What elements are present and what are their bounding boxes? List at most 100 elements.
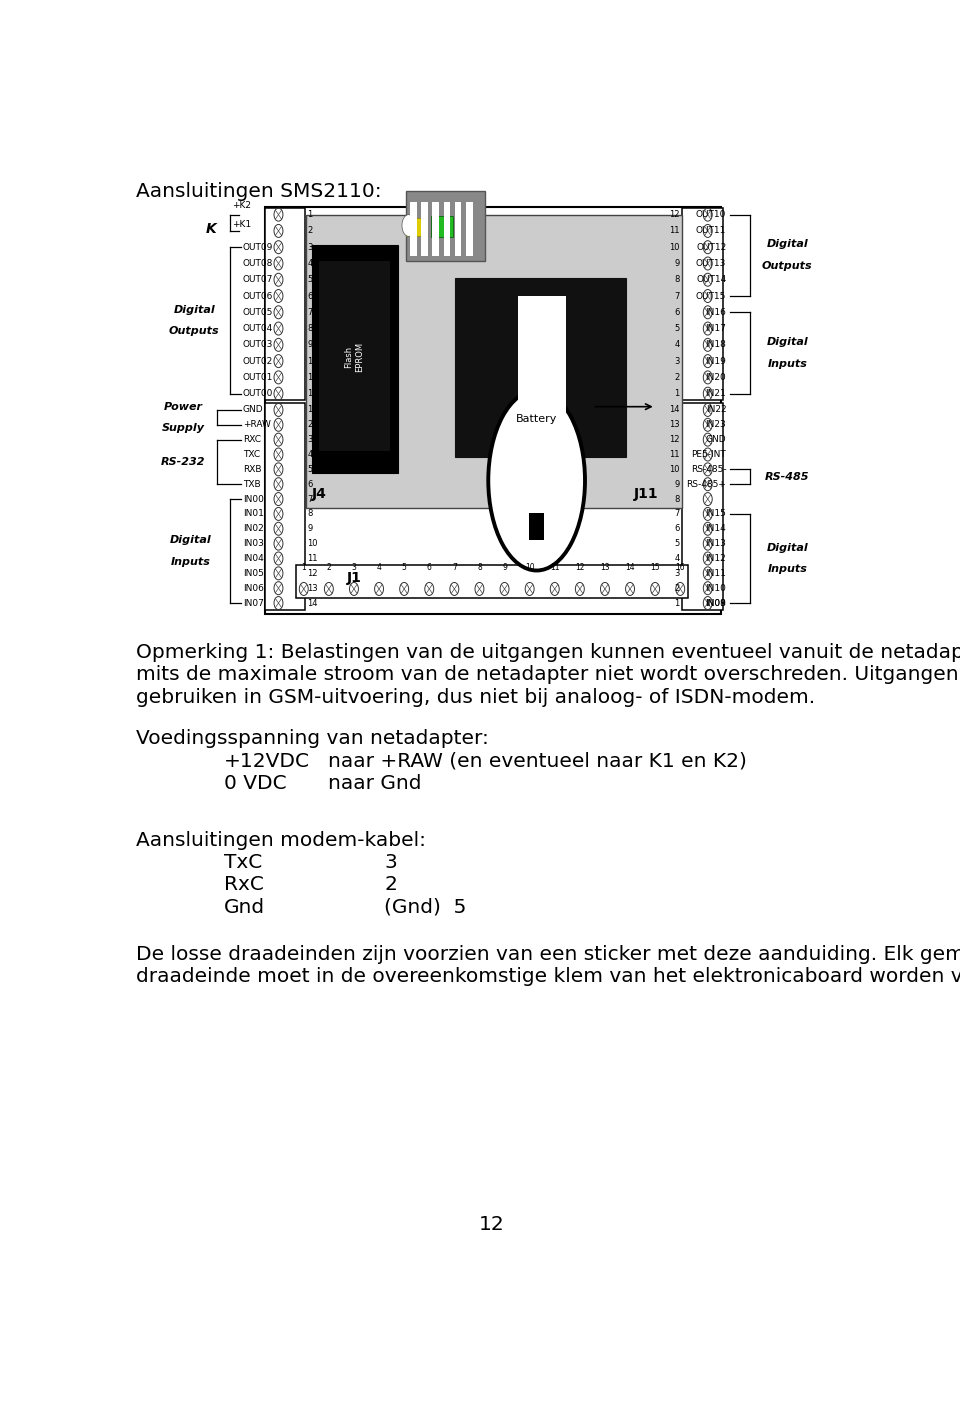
Text: 5: 5 (674, 324, 680, 333)
Text: (Gnd)  5: (Gnd) 5 (384, 898, 467, 917)
Text: 13: 13 (669, 420, 680, 430)
Bar (683, 403, 724, 610)
Text: +12VDC: +12VDC (225, 751, 310, 771)
Text: 12: 12 (307, 569, 318, 578)
Text: draadeinde moet in de overeenkomstige klem van het elektronicaboard worden vastg: draadeinde moet in de overeenkomstige kl… (136, 967, 960, 986)
Text: Digital: Digital (174, 304, 215, 314)
Text: IN10: IN10 (706, 583, 727, 593)
Text: 5: 5 (307, 465, 313, 473)
Text: Aansluitingen SMS2110:: Aansluitingen SMS2110: (136, 182, 382, 201)
Text: J11: J11 (634, 486, 658, 500)
Text: 2: 2 (326, 562, 331, 572)
Text: 2: 2 (307, 227, 313, 235)
Text: IN01: IN01 (243, 510, 264, 519)
Text: 10: 10 (307, 356, 318, 365)
Text: OUT04: OUT04 (243, 324, 273, 333)
Text: IN00: IN00 (243, 495, 264, 503)
Text: OUT07: OUT07 (243, 275, 274, 285)
Text: IN05: IN05 (243, 569, 264, 578)
Text: 7: 7 (674, 510, 680, 519)
Text: J7: J7 (377, 400, 393, 414)
Text: 8: 8 (674, 275, 680, 285)
Text: GND: GND (706, 435, 727, 444)
Text: 10: 10 (669, 465, 680, 473)
Bar (421, 201, 428, 256)
Text: 6: 6 (427, 562, 432, 572)
Text: 5: 5 (401, 562, 407, 572)
Text: 3: 3 (674, 356, 680, 365)
Bar (683, 209, 724, 400)
Text: IN12: IN12 (706, 554, 727, 564)
Text: Digital: Digital (766, 240, 808, 249)
Bar (410, 201, 417, 256)
Text: 4: 4 (674, 341, 680, 349)
Bar (444, 201, 450, 256)
Text: 13: 13 (307, 583, 318, 593)
Text: 10: 10 (307, 540, 318, 548)
Text: RS-485+: RS-485+ (686, 479, 727, 489)
Bar (265, 207, 721, 614)
Text: Voedingsspanning van netadapter:: Voedingsspanning van netadapter: (136, 730, 490, 748)
Text: RS-232: RS-232 (161, 457, 205, 466)
Text: 3: 3 (674, 569, 680, 578)
Text: RXC: RXC (243, 435, 261, 444)
Text: OUT15: OUT15 (696, 292, 727, 300)
Text: 6: 6 (307, 292, 313, 300)
Text: IN18: IN18 (706, 341, 727, 349)
Text: IN07: IN07 (243, 599, 264, 607)
Bar (320, 261, 390, 451)
Text: IN16: IN16 (706, 307, 727, 317)
Text: OUT12: OUT12 (696, 242, 727, 252)
Text: Digital: Digital (766, 542, 808, 552)
Text: naar Gnd: naar Gnd (328, 774, 421, 793)
Text: 6: 6 (674, 307, 680, 317)
Text: gebruiken in GSM-uitvoering, dus niet bij analoog- of ISDN-modem.: gebruiken in GSM-uitvoering, dus niet bi… (136, 688, 815, 707)
Bar (466, 201, 472, 256)
Text: PE5-INT: PE5-INT (691, 449, 727, 459)
Text: 1: 1 (307, 406, 313, 414)
Text: OUT13: OUT13 (696, 259, 727, 268)
Text: TXC: TXC (243, 449, 260, 459)
Text: 0 VDC: 0 VDC (225, 774, 287, 793)
Text: IN06: IN06 (243, 583, 264, 593)
Text: 1: 1 (674, 389, 680, 399)
Bar (265, 209, 304, 400)
Text: mits de maximale stroom van de netadapter niet wordt overschreden. Uitgangen zij: mits de maximale stroom van de netadapte… (136, 665, 960, 685)
Text: OUT00: OUT00 (243, 389, 274, 399)
Text: 1: 1 (307, 210, 313, 220)
Text: RxC: RxC (225, 875, 264, 895)
Text: Inputs: Inputs (171, 557, 210, 566)
Text: OUT09: OUT09 (243, 242, 274, 252)
Text: 14: 14 (307, 599, 318, 607)
Text: 14: 14 (625, 562, 635, 572)
Text: Gnd: Gnd (225, 898, 265, 917)
Text: OUT06: OUT06 (243, 292, 274, 300)
Text: 7: 7 (452, 562, 457, 572)
Text: Inputs: Inputs (767, 359, 807, 369)
Text: IN23: IN23 (706, 420, 727, 430)
Text: 6: 6 (674, 524, 680, 533)
Text: IN11: IN11 (706, 569, 727, 578)
Text: 5: 5 (674, 540, 680, 548)
Text: 6: 6 (307, 479, 313, 489)
Text: 3: 3 (307, 435, 313, 444)
Text: +RAW: +RAW (243, 420, 271, 430)
Text: Flash
EPROM: Flash EPROM (345, 342, 365, 372)
Text: IN15: IN15 (706, 510, 727, 519)
Text: IN04: IN04 (243, 554, 263, 564)
Text: 12: 12 (575, 562, 585, 572)
Bar (297, 565, 687, 597)
Bar (455, 278, 626, 457)
Bar (527, 455, 546, 519)
Text: Digital: Digital (766, 337, 808, 347)
Text: 7: 7 (307, 495, 313, 503)
Text: J4: J4 (312, 486, 326, 500)
Text: 1: 1 (674, 599, 680, 607)
Text: +K2: +K2 (231, 201, 251, 210)
Ellipse shape (489, 390, 585, 571)
Text: OUT01: OUT01 (243, 373, 274, 382)
Text: 5: 5 (307, 275, 313, 285)
Text: 11: 11 (669, 227, 680, 235)
Bar (518, 296, 566, 442)
Text: Outputs: Outputs (169, 327, 220, 337)
